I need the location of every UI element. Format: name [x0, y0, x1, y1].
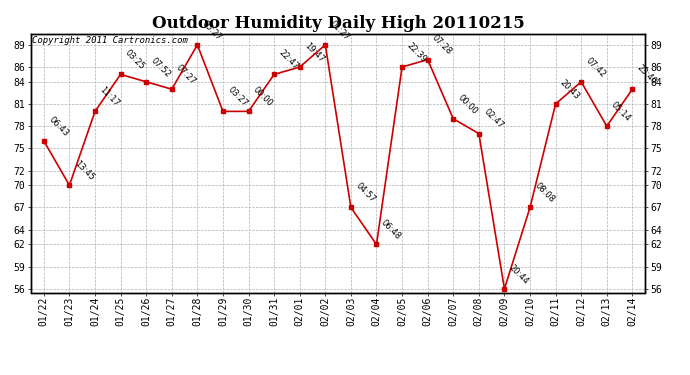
Text: 07:27: 07:27: [175, 63, 198, 86]
Text: 13:45: 13:45: [72, 159, 95, 183]
Text: 00:00: 00:00: [251, 86, 275, 109]
Title: Outdoor Humidity Daily High 20110215: Outdoor Humidity Daily High 20110215: [152, 15, 524, 32]
Text: 22:39: 22:39: [405, 41, 428, 64]
Text: 06:48: 06:48: [380, 218, 402, 242]
Text: 20:44: 20:44: [507, 263, 531, 286]
Text: 04:57: 04:57: [354, 182, 377, 205]
Text: 07:52: 07:52: [149, 56, 172, 79]
Text: 01:27: 01:27: [328, 19, 351, 42]
Text: 05:14: 05:14: [609, 100, 633, 123]
Text: 11:17: 11:17: [98, 86, 121, 109]
Text: 23:40: 23:40: [635, 63, 658, 86]
Text: 00:00: 00:00: [456, 93, 479, 116]
Text: 19:47: 19:47: [302, 41, 326, 64]
Text: 03:27: 03:27: [226, 85, 249, 109]
Text: 07:42: 07:42: [584, 56, 607, 79]
Text: 03:25: 03:25: [124, 48, 147, 72]
Text: 07:28: 07:28: [431, 33, 454, 57]
Text: Copyright 2011 Cartronics.com: Copyright 2011 Cartronics.com: [32, 36, 188, 45]
Text: 05:27: 05:27: [200, 19, 224, 42]
Text: 08:08: 08:08: [533, 182, 556, 205]
Text: 22:47: 22:47: [277, 48, 300, 72]
Text: 20:43: 20:43: [558, 78, 582, 101]
Text: 06:43: 06:43: [47, 115, 70, 138]
Text: 02:47: 02:47: [482, 108, 505, 131]
